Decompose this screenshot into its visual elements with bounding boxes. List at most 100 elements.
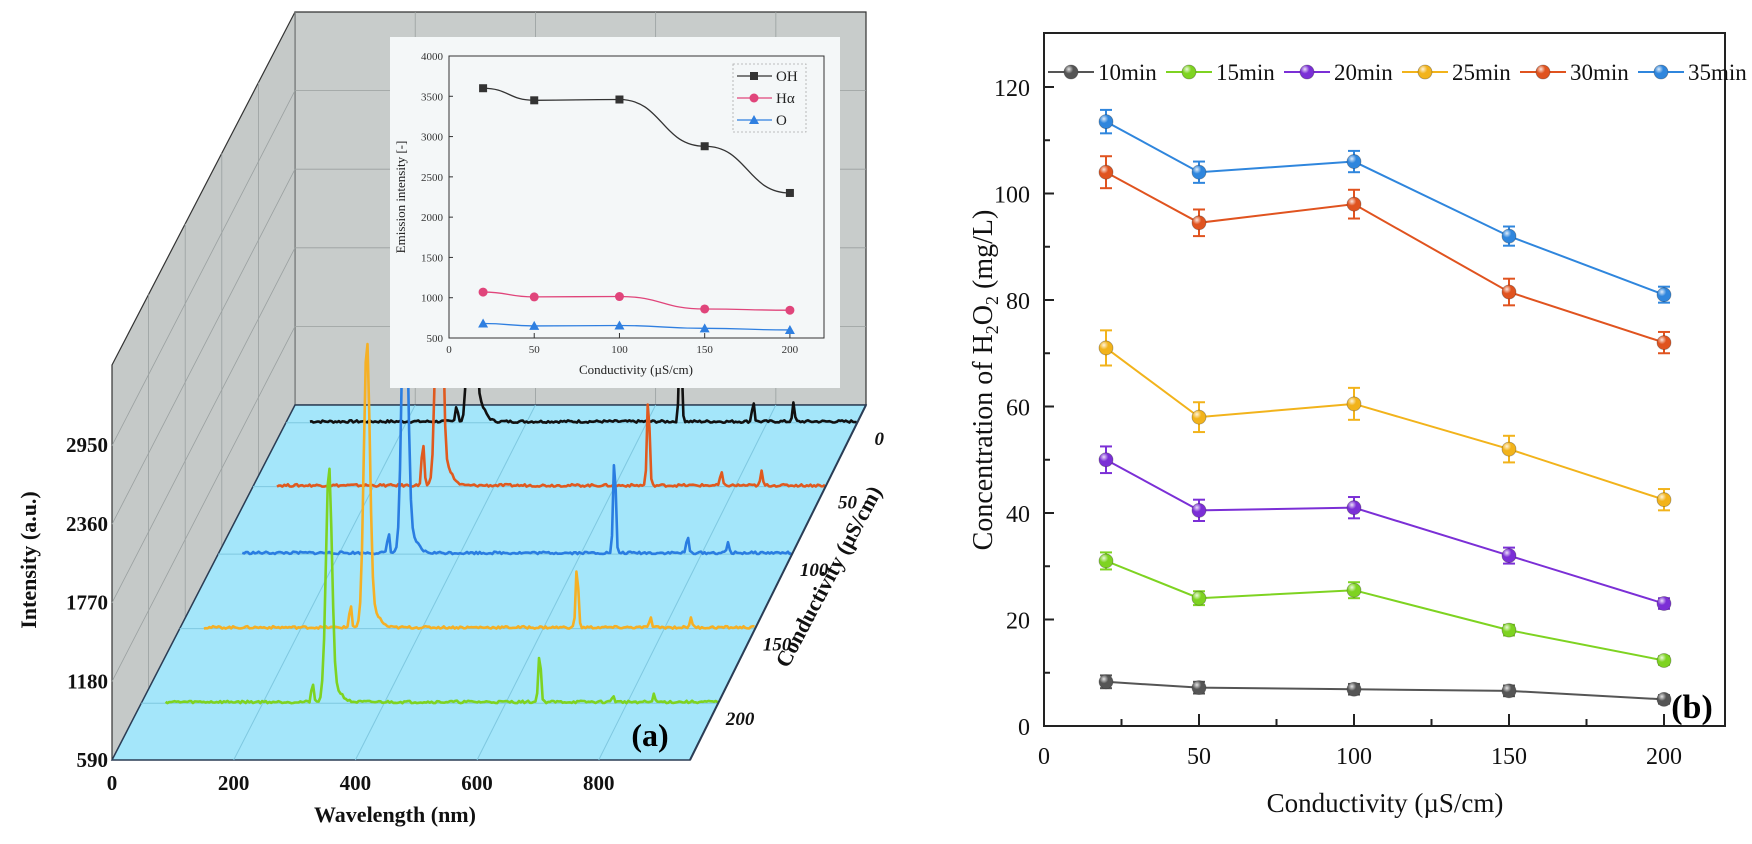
- marker-shine: [1347, 154, 1361, 169]
- inset-legend-marker: [749, 93, 759, 103]
- marker-shine: [1182, 65, 1196, 79]
- spectra-lines: [164, 59, 857, 705]
- inset-marker: [614, 320, 625, 330]
- inset-marker: [785, 305, 795, 315]
- inset-marker: [700, 142, 709, 151]
- x-tick-label: 200: [218, 771, 250, 795]
- x-tick-label: 800: [583, 771, 615, 795]
- marker-shine: [1654, 65, 1668, 79]
- inset-line-OH: [483, 87, 790, 194]
- data-point-30min: [1098, 164, 1114, 180]
- inset-marker: [784, 324, 795, 334]
- inset-y-tick-label: 1000: [421, 293, 444, 305]
- marker-shine: [1099, 340, 1113, 355]
- data-point-25min: [1191, 409, 1207, 425]
- y-tick-label: 80: [1006, 289, 1030, 315]
- marker-shine: [1657, 492, 1671, 507]
- y-tick-label: 1180: [67, 669, 108, 693]
- legend-label: 15min: [1216, 60, 1275, 85]
- panel-a-x-axis-label: Wavelength (nm): [314, 802, 476, 827]
- marker-shine: [1657, 287, 1671, 302]
- inset-legend-label: O: [776, 113, 787, 129]
- inset-marker: [530, 96, 539, 105]
- legend-marker: [1181, 64, 1197, 80]
- data-point-10min: [1501, 683, 1517, 699]
- legend-label: 10min: [1098, 60, 1157, 85]
- marker-shine: [1099, 165, 1113, 180]
- grid-line: [111, 326, 296, 682]
- inset-legend-marker: [749, 115, 759, 124]
- inset-marker: [478, 318, 489, 328]
- data-point-25min: [1656, 492, 1672, 508]
- y-label-part: 2: [982, 296, 1002, 305]
- marker-shine: [1099, 553, 1113, 568]
- x-tick-label: 0: [107, 771, 118, 795]
- spectrum-line-200: [164, 467, 719, 705]
- inset-y-axis-label: Emission intensity [-]: [393, 141, 408, 254]
- z-tick-label: 0: [874, 429, 884, 450]
- marker-shine: [1347, 682, 1361, 697]
- legend-marker: [1417, 64, 1433, 80]
- inset-y-tick-label: 500: [427, 333, 444, 345]
- panel-b-h2o2-chart: 0 20 40 60 80 100 120 0 50 100 150 200 10min 15min 20…: [968, 32, 1747, 818]
- marker-shine: [1099, 674, 1113, 689]
- data-point-20min: [1501, 548, 1517, 563]
- x-tick-label: 600: [461, 771, 493, 795]
- y-tick-label: 2360: [66, 512, 108, 536]
- x-tick-label: 200: [1646, 744, 1682, 770]
- data-point-25min: [1098, 340, 1114, 356]
- data-point-20min: [1656, 596, 1672, 611]
- floor-grid-line: [354, 404, 536, 761]
- legend-label: 25min: [1452, 60, 1511, 85]
- inset-x-tick-label: 100: [611, 344, 628, 356]
- marker-shine: [1192, 591, 1206, 606]
- z-tick-label: 200: [725, 709, 755, 730]
- inset-marker: [699, 323, 710, 333]
- inset-marker: [479, 84, 488, 93]
- data-point-35min: [1346, 154, 1362, 169]
- inset-legend-label: Hα: [776, 91, 795, 107]
- data-point-20min: [1346, 500, 1362, 516]
- panel-a-axes: 0 50 100 150 200 0 200 400 600 800 590 1180 1770 2360…: [66, 404, 884, 795]
- y-tick-label: 0: [1018, 715, 1030, 741]
- x-tick-label: 150: [1491, 744, 1527, 770]
- data-point-25min: [1346, 396, 1362, 412]
- inset-y-tick-label: 3000: [421, 132, 444, 144]
- y-label-part: O: [968, 305, 999, 325]
- inset-marker: [529, 292, 539, 302]
- marker-shine: [1064, 65, 1078, 79]
- panel-b-x-axis-label: Conductivity (µS/cm): [1267, 788, 1504, 818]
- data-point-25min: [1501, 441, 1517, 457]
- y-tick-label: 590: [77, 748, 109, 772]
- inset-legend-box: [732, 63, 807, 133]
- marker-shine: [1347, 500, 1361, 515]
- data-point-20min: [1191, 502, 1207, 518]
- spectrum-line-100: [241, 254, 792, 556]
- inset-y-tick-label: 2000: [421, 212, 444, 224]
- y-tick-label: 2950: [66, 433, 108, 457]
- marker-shine: [1347, 197, 1361, 212]
- y-tick-label: 40: [1006, 502, 1030, 528]
- marker-shine: [1657, 335, 1671, 350]
- data-point-30min: [1346, 196, 1362, 212]
- data-point-15min: [1191, 590, 1207, 606]
- x-tick-label: 400: [340, 771, 372, 795]
- marker-shine: [1418, 65, 1432, 79]
- inset-marker: [478, 287, 488, 297]
- marker-shine: [1502, 229, 1516, 244]
- inset-marker: [785, 188, 794, 197]
- spectrum-line-50: [276, 144, 826, 488]
- marker-shine: [1502, 548, 1516, 563]
- inset-x-tick-label: 150: [696, 344, 713, 356]
- marker-shine: [1502, 683, 1516, 698]
- data-point-30min: [1501, 284, 1517, 300]
- marker-shine: [1192, 165, 1206, 180]
- marker-shine: [1502, 285, 1516, 300]
- data-point-10min: [1098, 674, 1114, 690]
- data-point-35min: [1191, 164, 1207, 180]
- panel-b-y-axis-label: Concentration of H2O2 (mg/L): [968, 210, 1002, 551]
- marker-shine: [1192, 410, 1206, 425]
- inset-x-axis-label: Conductivity (µS/cm): [579, 362, 693, 377]
- floor-edge: [689, 404, 867, 761]
